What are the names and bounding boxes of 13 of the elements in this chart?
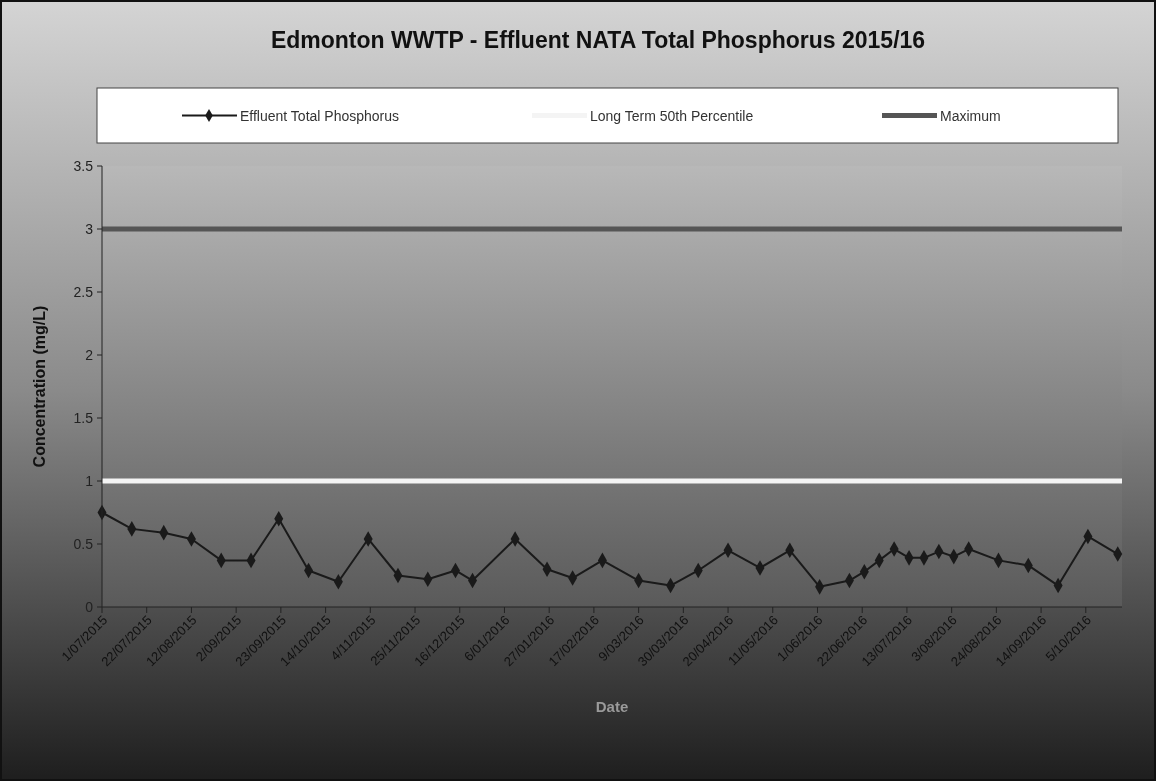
y-tick-label: 0.5 bbox=[73, 536, 94, 552]
y-tick-label: 1.5 bbox=[73, 410, 94, 426]
legend-label: Long Term 50th Percentile bbox=[590, 107, 754, 124]
legend-label: Effluent Total Phosphorus bbox=[240, 107, 400, 124]
y-tick-label: 3 bbox=[85, 221, 94, 237]
y-tick-label: 3.5 bbox=[73, 158, 94, 174]
y-tick-label: 2 bbox=[85, 347, 94, 363]
chart-title: Edmonton WWTP - Effluent NATA Total Phosphorus 2015/16 bbox=[270, 27, 926, 53]
y-tick-label: 2.5 bbox=[73, 284, 94, 300]
y-axis-title: Concentration (mg/L) bbox=[31, 305, 48, 468]
legend-label: Maximum bbox=[940, 107, 1001, 124]
x-axis-title: Date bbox=[595, 698, 629, 715]
y-tick-label: 1 bbox=[85, 473, 94, 489]
